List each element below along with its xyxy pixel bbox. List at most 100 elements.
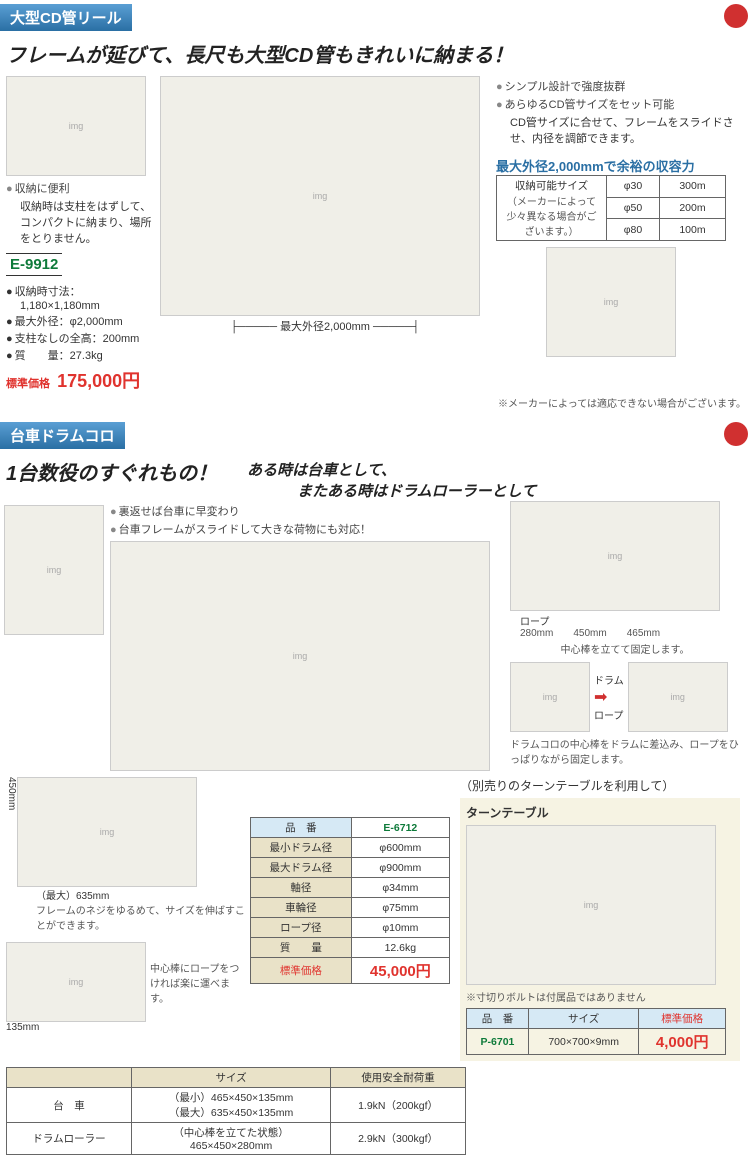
dim-note: フレームのネジをゆるめて、サイズを伸ばすことができます。: [36, 902, 250, 932]
spec-storage-dim: 収納時寸法：: [6, 283, 154, 299]
spec-label: 質 量：: [15, 350, 70, 362]
td: φ10mm: [351, 918, 449, 938]
th: 質 量: [251, 938, 352, 958]
cap-cell: 100m: [659, 219, 725, 241]
headline: フレームが延びて、長尺も大型CD管もきれいに納まる！: [6, 39, 756, 68]
td: ドラムローラー: [7, 1123, 132, 1155]
section-drum-koro: 台車ドラムコロ 1台数役のすぐれもの！ ある時は台車として、 またある時はドラム…: [0, 418, 756, 1155]
section-title: 台車ドラムコロ: [0, 422, 125, 449]
spec-label: 最大外径：: [15, 316, 70, 328]
product-image-compact: img: [6, 76, 146, 176]
td: 12.6kg: [351, 938, 449, 958]
cap-cell: 300m: [659, 176, 725, 198]
th: 品 番: [467, 1009, 529, 1029]
td: （最小）465×450×135mm （最大）635×450×135mm: [131, 1088, 330, 1123]
tt-name: ターンテーブル: [466, 804, 734, 821]
td: φ75mm: [351, 898, 449, 918]
pro-badge-icon: [724, 422, 748, 446]
th: サイズ: [131, 1068, 330, 1088]
drum-label: ドラム: [594, 672, 624, 687]
dim-465: 465mm: [627, 628, 660, 639]
td: （中心棒を立てた状態） 465×450×280mm: [131, 1123, 330, 1155]
dim-450: 450mm: [573, 628, 606, 639]
spec-label: 収納時寸法：: [15, 286, 81, 298]
diagram-col: img ロープ 280mm 450mm 465mm 中心棒を立てて固定します。 …: [510, 501, 740, 771]
cap-cell: φ80: [607, 219, 660, 241]
diagram-side: img: [510, 662, 590, 732]
main-col: 裏返せば台車に早変わり 台車フレームがスライドして大きな荷物にも対応！ img: [110, 501, 510, 771]
right-col: シンプル設計で強度抜群 あらゆるCD管サイズをセット可能 CD管サイズに合せて、…: [490, 76, 740, 393]
th: 最小ドラム径: [251, 838, 352, 858]
spec-value: 200mm: [103, 333, 140, 345]
spec-weight: 質 量：27.3kg: [6, 347, 154, 363]
spec-storage-dim-val: 1,180×1,180mm: [20, 300, 154, 312]
photo-col: img: [0, 501, 110, 771]
dim-h: 450mm: [6, 777, 17, 887]
price-th: 標準価格: [251, 958, 352, 984]
spec-max-od: 最大外径：φ2,000mm: [6, 313, 154, 329]
left-col: img 収納に便利 収納時は支柱をはずして、コンパクトに納まり、場所をとりません…: [0, 76, 160, 393]
td: 1.9kN（200kgf）: [331, 1088, 466, 1123]
pro-badge-icon: [724, 4, 748, 28]
spec-label: 支柱なしの全高：: [15, 333, 103, 345]
subhead-2: またある時はドラムローラーとして: [297, 480, 536, 501]
td: 2.9kN（300kgf）: [331, 1123, 466, 1155]
th: ロープ径: [251, 918, 352, 938]
cap-cell: φ30: [607, 176, 660, 198]
cap-cell: 200m: [659, 197, 725, 219]
th: 標準価格: [639, 1009, 726, 1029]
rope-label: ロープ: [594, 707, 624, 722]
model-number: E-9912: [6, 253, 62, 276]
th: サイズ: [528, 1009, 638, 1029]
dim-rope-lbl: ロープ: [520, 613, 740, 628]
price-td: 45,000円: [351, 958, 449, 984]
cap-cell: φ50: [607, 197, 660, 219]
capacity-table: 収納可能サイズ （メーカーによって少々異なる場合がございます。） φ30 300…: [496, 175, 726, 241]
diagram-size: img: [17, 777, 197, 887]
spec-table-col: 品 番E-6712 最小ドラム径φ600mm 最大ドラム径φ900mm 軸径φ3…: [250, 777, 460, 1061]
cap-row-hdr: 収納可能サイズ: [503, 178, 600, 193]
note-center: 中心棒を立てて固定します。: [510, 641, 740, 656]
product-image-main: img: [110, 541, 490, 771]
price-label: 標準価格: [6, 378, 50, 390]
diagram-spool: img: [628, 662, 728, 732]
headline: 1台数役のすぐれもの！: [6, 457, 217, 486]
feature-2: 台車フレームがスライドして大きな荷物にも対応！: [110, 521, 510, 537]
storage-note: 収納時は支柱をはずして、コンパクトに納まり、場所をとりません。: [20, 198, 154, 246]
subhead-1: ある時は台車として、: [247, 459, 536, 480]
dim-text: 最大外径2,000mm: [280, 321, 370, 333]
note-drum3: ドラムコロの中心棒をドラムに差込み、ロープをひっぱりながら固定します。: [510, 736, 740, 766]
th: 使用安全耐荷重: [331, 1068, 466, 1088]
capacity-title: 最大外径2,000mmで余裕の収容力: [496, 156, 734, 175]
turntable-table: 品 番 サイズ 標準価格 P-6701 700×700×9mm 4,000円: [466, 1008, 726, 1055]
th: 車輪径: [251, 898, 352, 918]
td: φ600mm: [351, 838, 449, 858]
center-col: img ├───── 最大外径2,000mm ─────┤: [160, 76, 490, 393]
feature-note: CD管サイズに合せて、フレームをスライドさせ、内径を調節できます。: [510, 114, 734, 146]
arrow-icon: ➡: [594, 687, 624, 707]
worker-photo: img: [4, 505, 104, 635]
dim-135: 135mm: [6, 1022, 250, 1033]
dim-col: 450mm img （最大）635mm フレームのネジをゆるめて、サイズを伸ばす…: [0, 777, 250, 1061]
price-value: 175,000円: [57, 371, 140, 391]
td: φ900mm: [351, 858, 449, 878]
dim-w: （最大）635mm: [36, 887, 250, 902]
storage-title: 収納に便利: [6, 180, 154, 196]
product-image-sub: img: [546, 247, 676, 357]
turntable-image: img: [466, 825, 716, 985]
tt-title: （別売りのターンテーブルを利用して）: [460, 777, 740, 794]
footnote: ※メーカーによっては適応できない場合がございます。: [0, 393, 756, 412]
diagram-drum: img: [510, 501, 720, 611]
feature-2: あらゆるCD管サイズをセット可能: [496, 96, 734, 112]
th: 軸径: [251, 878, 352, 898]
section-title: 大型CD管リール: [0, 4, 132, 31]
th: [7, 1068, 132, 1088]
tt-size: 700×700×9mm: [528, 1029, 638, 1055]
th: 最大ドラム径: [251, 858, 352, 878]
spec-value: φ2,000mm: [70, 316, 123, 328]
tt-price: 4,000円: [639, 1029, 726, 1055]
spec-height: 支柱なしの全高：200mm: [6, 330, 154, 346]
model-cell: E-6712: [351, 818, 449, 838]
cap-row-note: （メーカーによって少々異なる場合がございます。）: [503, 193, 600, 238]
tt-model: P-6701: [467, 1029, 529, 1055]
